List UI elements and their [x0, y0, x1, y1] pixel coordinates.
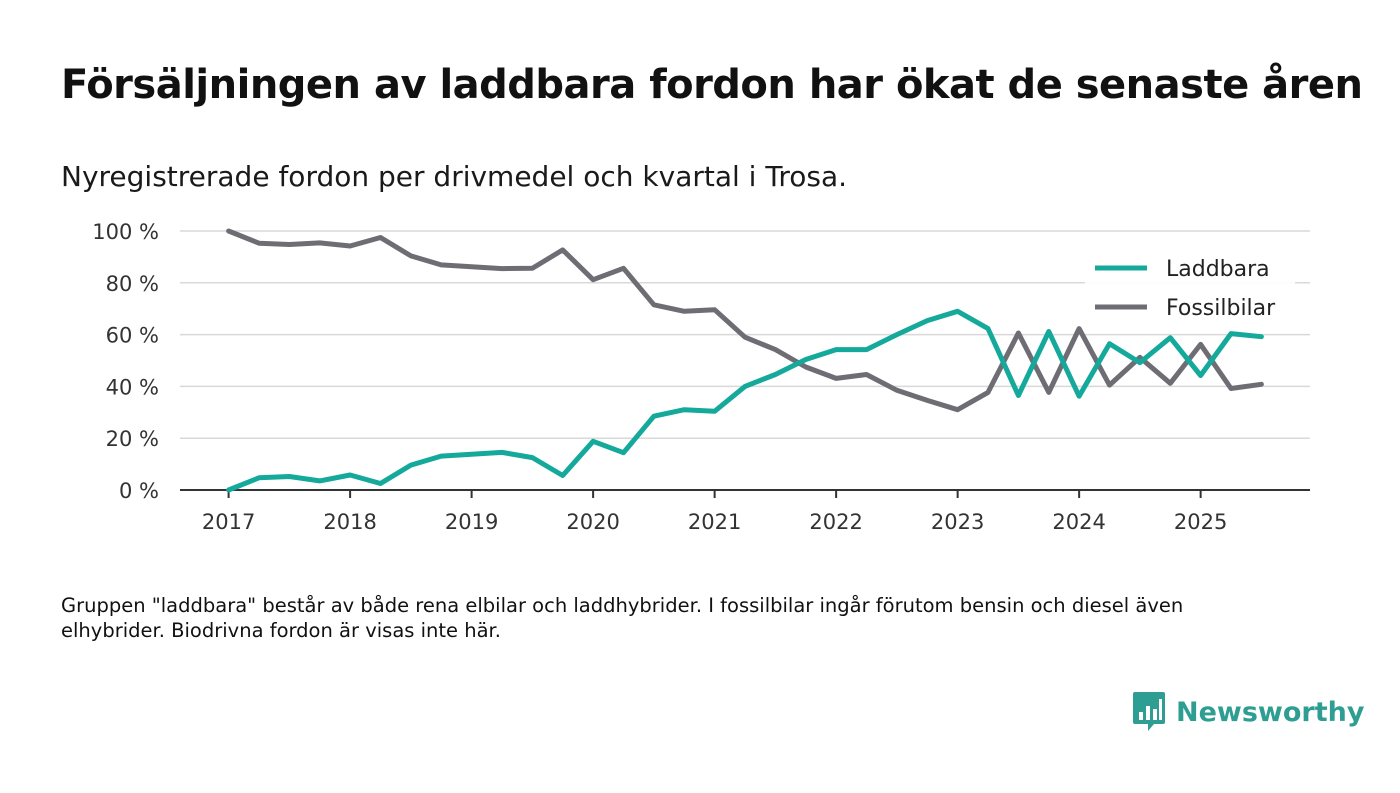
- series-lines: [226, 228, 1264, 493]
- y-tick-label: 40 %: [106, 375, 159, 399]
- legend-label-laddbara: Laddbara: [1166, 257, 1270, 282]
- series-line-fossilbilar: [226, 228, 1264, 413]
- brand-name: Newsworthy: [1176, 696, 1365, 728]
- x-tick-label: 2025: [1174, 510, 1227, 534]
- x-tick-label: 2017: [202, 510, 255, 534]
- x-tick-label: 2018: [323, 510, 376, 534]
- y-tick-label: 20 %: [106, 427, 159, 451]
- footnote: Gruppen "laddbara" består av både rena e…: [61, 594, 1184, 642]
- chart-subtitle: Nyregistrerade fordon per drivmedel och …: [61, 160, 848, 193]
- x-tick-label: 2019: [445, 510, 498, 534]
- x-tick-label: 2020: [566, 510, 619, 534]
- series-line-laddbara: [226, 308, 1264, 493]
- legend-label-fossilbilar: Fossilbilar: [1166, 296, 1276, 321]
- bar-chart-logo-icon: [1133, 692, 1165, 731]
- legend: Laddbara Fossilbilar: [1085, 250, 1295, 330]
- y-tick-label: 60 %: [106, 324, 159, 348]
- y-tick-label: 80 %: [106, 272, 159, 296]
- y-axis-ticks: 0 % 20 % 40 % 60 % 80 % 100 %: [92, 220, 159, 503]
- x-tick-label: 2024: [1052, 510, 1105, 534]
- newsworthy-logo: Newsworthy: [1132, 690, 1364, 734]
- chart-title: Försäljningen av laddbara fordon har öka…: [61, 62, 1363, 108]
- y-tick-label: 100 %: [92, 220, 159, 244]
- x-axis-ticks: 2017 2018 2019 2020 2021 2022 2023 2024 2025: [202, 490, 1227, 534]
- x-tick-label: 2021: [688, 510, 741, 534]
- legend-background: [1085, 250, 1295, 330]
- x-tick-label: 2023: [931, 510, 984, 534]
- x-tick-label: 2022: [809, 510, 862, 534]
- y-tick-label: 0 %: [119, 479, 159, 503]
